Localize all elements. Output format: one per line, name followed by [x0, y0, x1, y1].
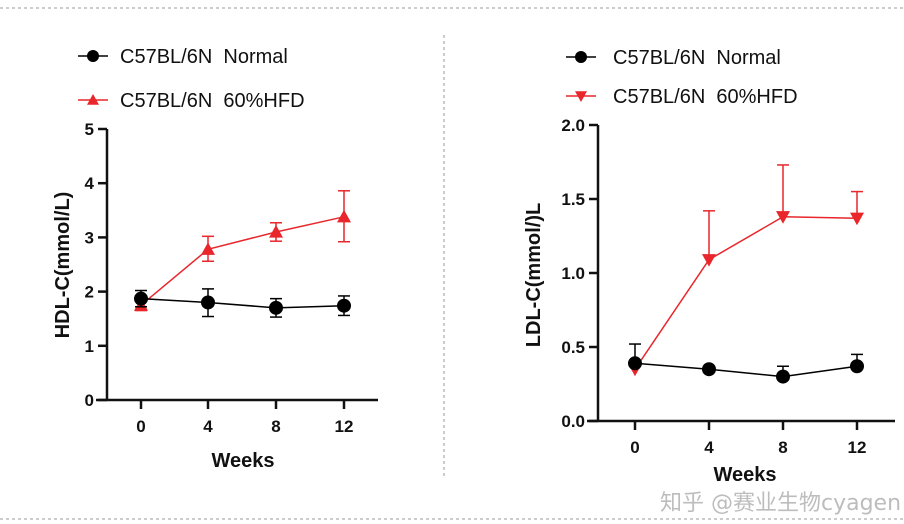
y-tick-label: 0.5 — [561, 338, 585, 357]
legend-marker — [575, 51, 587, 63]
y-axis-label: HDL-C(mmol/L) — [52, 192, 74, 339]
y-tick-label: 2.0 — [561, 116, 585, 135]
series-line — [634, 362, 858, 378]
data-point — [702, 254, 716, 267]
series-line — [634, 216, 858, 370]
y-tick-label: 0.0 — [561, 412, 585, 431]
x-tick-label: 12 — [335, 417, 354, 436]
x-tick-label: 4 — [203, 417, 213, 436]
x-tick-label: 4 — [704, 438, 714, 457]
legend-label-hfd: C57BL/6N 60%HFD — [613, 86, 798, 108]
x-tick-label: 12 — [848, 438, 867, 457]
data-point — [201, 295, 215, 310]
legend-marker — [575, 91, 587, 102]
x-axis-label: Weeks — [211, 450, 274, 472]
legend-marker — [87, 50, 99, 62]
legend-label-hfd: C57BL/6N 60%HFD — [120, 90, 305, 112]
data-point — [850, 359, 864, 374]
x-tick-label: 0 — [630, 438, 639, 457]
data-point — [850, 212, 864, 226]
data-point — [776, 211, 790, 224]
hdl-chart: HDL-C(mmol/L) Weeks C57BL/6N Normal C57B… — [52, 46, 378, 472]
y-tick-label: 2 — [85, 283, 94, 302]
legend-label-normal: C57BL/6N Normal — [613, 47, 781, 69]
series-line — [140, 216, 345, 306]
legend-label-normal: C57BL/6N Normal — [120, 46, 288, 68]
y-tick-label: 1.5 — [561, 190, 585, 209]
data-point — [337, 298, 351, 313]
series-normal — [628, 343, 864, 384]
data-point — [337, 209, 351, 223]
x-tick-label: 8 — [778, 438, 787, 457]
series-hfd — [134, 190, 351, 312]
watermark: 知乎 @赛业生物cyagen — [660, 491, 901, 516]
x-tick-label: 0 — [136, 417, 145, 436]
data-point — [269, 224, 283, 238]
y-tick-label: 1.0 — [561, 264, 585, 283]
y-tick-label: 5 — [85, 120, 94, 139]
y-tick-label: 1 — [85, 337, 94, 356]
ldl-chart: LDL-C(mmol/)L Weeks C57BL/6N Normal C57B… — [523, 47, 895, 486]
y-axis-label: LDL-C(mmol/)L — [523, 203, 545, 347]
legend-marker — [87, 94, 99, 105]
x-axis-label: Weeks — [713, 464, 776, 486]
series-hfd — [628, 164, 864, 377]
data-point — [269, 300, 283, 315]
series-normal — [134, 288, 351, 318]
series-line — [140, 297, 345, 309]
data-point — [776, 369, 790, 384]
data-point — [628, 356, 642, 371]
y-tick-label: 4 — [85, 174, 95, 193]
y-tick-label: 3 — [85, 228, 94, 247]
data-point — [702, 362, 716, 377]
x-tick-label: 8 — [271, 417, 280, 436]
data-point — [201, 242, 215, 255]
y-tick-label: 0 — [85, 391, 94, 410]
data-point — [134, 291, 148, 306]
